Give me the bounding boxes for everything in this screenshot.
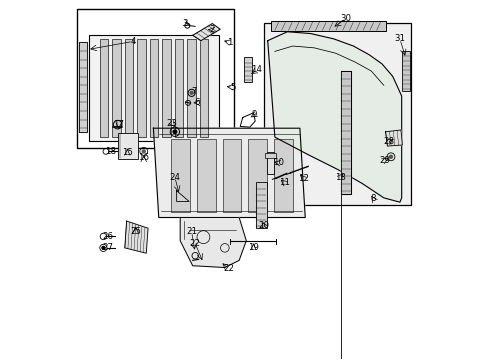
Bar [118, 133, 138, 158]
Text: 13: 13 [334, 173, 345, 182]
Bar [124, 39, 133, 137]
Bar [266, 152, 273, 174]
Circle shape [102, 247, 104, 249]
Bar [175, 39, 183, 137]
Text: 10: 10 [272, 158, 284, 167]
Bar [89, 35, 219, 141]
Bar [255, 182, 266, 228]
Bar [200, 39, 207, 137]
Text: 20: 20 [258, 221, 269, 230]
Text: 3: 3 [183, 19, 188, 28]
Text: 8: 8 [369, 194, 375, 203]
Polygon shape [124, 221, 148, 253]
Text: 11: 11 [279, 178, 289, 187]
Bar [264, 23, 410, 205]
Text: 31: 31 [394, 35, 405, 44]
Text: 1: 1 [226, 38, 232, 47]
Text: 24: 24 [169, 173, 180, 182]
Text: 5: 5 [230, 83, 235, 92]
Bar [100, 39, 108, 137]
Bar [149, 39, 158, 137]
Text: 29: 29 [378, 156, 389, 165]
Text: 28: 28 [383, 137, 394, 146]
Text: 30: 30 [340, 14, 351, 23]
Polygon shape [340, 71, 350, 194]
Text: 23: 23 [166, 119, 178, 128]
Polygon shape [267, 32, 401, 202]
Text: 17: 17 [113, 120, 124, 129]
Text: 25: 25 [130, 227, 141, 236]
Bar [112, 39, 121, 137]
Bar [271, 21, 385, 31]
Bar [248, 139, 266, 212]
Text: 4: 4 [130, 37, 136, 46]
Polygon shape [385, 130, 402, 146]
Text: 9: 9 [251, 111, 257, 120]
Text: 6: 6 [194, 98, 200, 107]
Bar [137, 39, 145, 137]
Bar [274, 139, 292, 212]
Text: 22: 22 [189, 239, 200, 248]
Bar [171, 139, 189, 212]
Bar [77, 9, 233, 148]
Text: 26: 26 [102, 232, 113, 241]
Text: 2: 2 [208, 26, 214, 35]
Text: 15: 15 [122, 148, 133, 157]
Bar [162, 39, 170, 137]
Polygon shape [80, 42, 87, 132]
Circle shape [142, 150, 145, 153]
Bar [222, 139, 241, 212]
Polygon shape [180, 217, 246, 267]
Text: 7: 7 [191, 87, 196, 96]
Bar [187, 39, 195, 137]
Circle shape [190, 91, 193, 94]
Circle shape [173, 130, 176, 134]
Bar [244, 58, 252, 82]
Text: 18: 18 [105, 147, 116, 156]
Text: 16: 16 [138, 153, 149, 162]
Text: 27: 27 [102, 243, 113, 252]
Circle shape [389, 156, 391, 158]
Bar [264, 153, 275, 158]
Text: 19: 19 [247, 243, 258, 252]
Text: 21: 21 [186, 227, 197, 236]
Polygon shape [192, 23, 220, 41]
Bar [402, 51, 409, 91]
Bar [197, 139, 215, 212]
Polygon shape [153, 128, 305, 217]
Polygon shape [176, 191, 189, 202]
Text: 22: 22 [223, 264, 233, 273]
Text: 12: 12 [297, 174, 308, 183]
Text: 14: 14 [251, 66, 262, 75]
